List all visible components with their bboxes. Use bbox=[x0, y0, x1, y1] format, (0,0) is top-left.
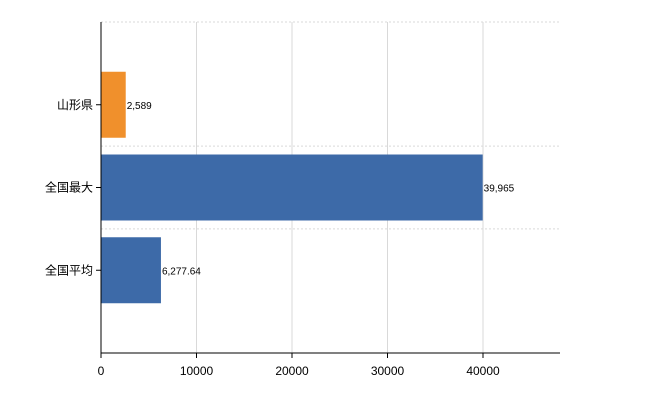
data-label: 6,277.64 bbox=[162, 266, 201, 277]
bar bbox=[101, 71, 126, 138]
x-tick-label: 20000 bbox=[275, 364, 309, 378]
category-label: 全国最大 bbox=[45, 180, 93, 195]
data-label: 2,589 bbox=[127, 101, 152, 112]
category-label: 全国平均 bbox=[45, 262, 93, 277]
x-tick-label: 0 bbox=[98, 364, 105, 378]
x-tick-label: 40000 bbox=[466, 364, 500, 378]
bar bbox=[101, 154, 483, 221]
labels: 0 10000 20000 30000 40000 山形県 2,589 全国最大 39,965 全… bbox=[45, 98, 515, 378]
bar bbox=[101, 237, 161, 304]
x-tick-label: 10000 bbox=[180, 364, 214, 378]
category-label: 山形県 bbox=[57, 98, 93, 112]
x-tick-label: 30000 bbox=[371, 364, 405, 378]
data-label: 39,965 bbox=[484, 184, 515, 195]
bars bbox=[101, 71, 483, 304]
